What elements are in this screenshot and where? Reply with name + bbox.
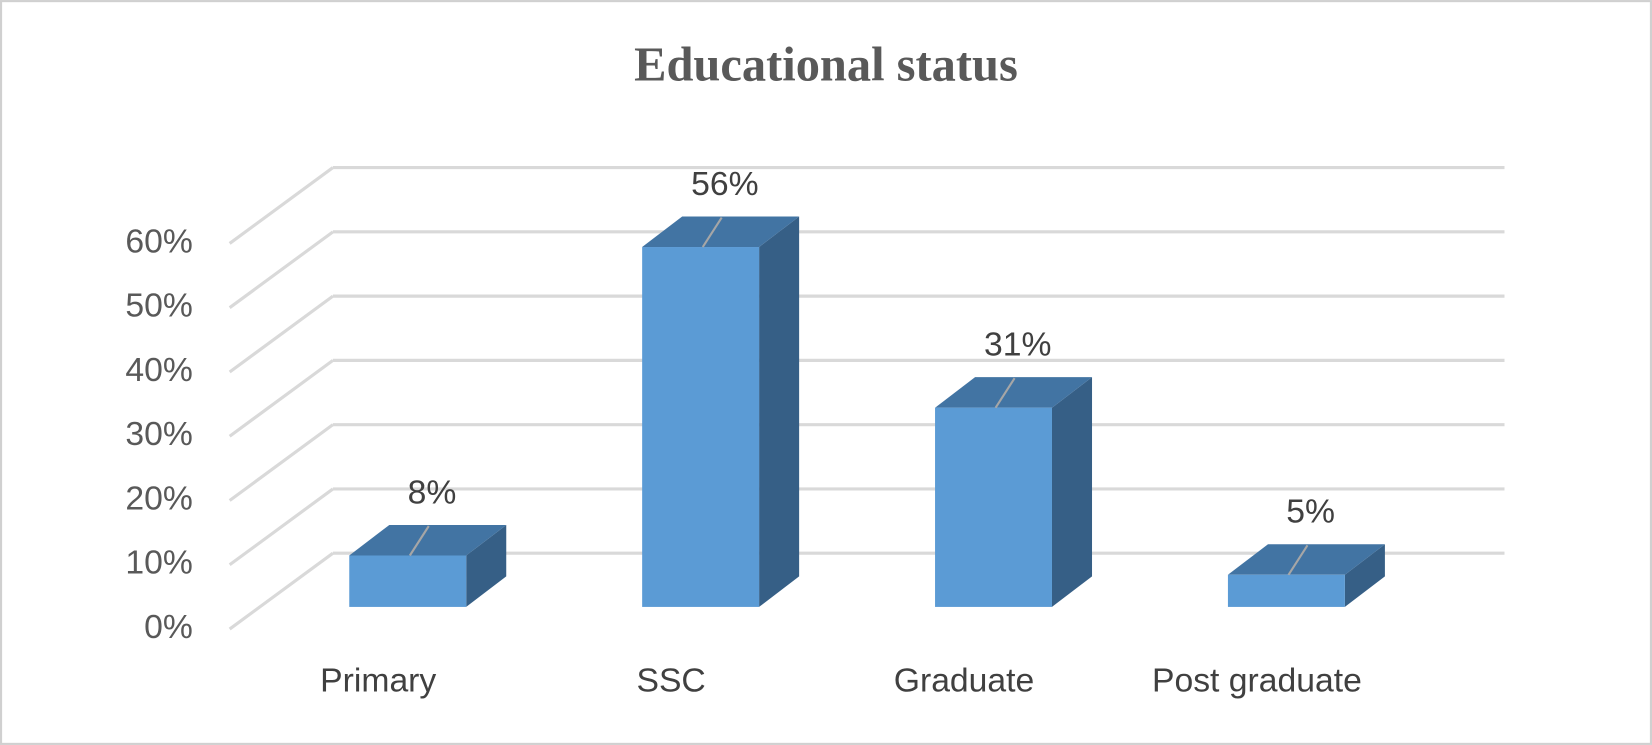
grid-line	[228, 423, 334, 502]
bar	[935, 407, 1052, 607]
grid-line	[228, 551, 334, 631]
y-tick-label: 10%	[125, 544, 192, 582]
bar	[642, 247, 760, 607]
bar-side	[466, 524, 507, 607]
grid-line	[228, 166, 334, 245]
x-tick-label: SSC	[636, 662, 705, 700]
bar-side	[1051, 377, 1093, 607]
x-tick-label: Graduate	[894, 662, 1035, 700]
grid-line	[228, 487, 334, 567]
x-tick-label: Post graduate	[1152, 662, 1362, 700]
y-tick-label: 50%	[125, 287, 192, 325]
bar-side	[759, 216, 800, 607]
chart-title: Educational status	[634, 39, 1018, 92]
x-tick-label: Primary	[320, 662, 436, 700]
leader-line	[1287, 544, 1309, 576]
bar-top	[935, 377, 1093, 408]
bar-top	[1227, 544, 1385, 575]
leader-line	[701, 216, 723, 248]
y-tick-label: 60%	[125, 222, 192, 260]
bar	[1227, 574, 1345, 607]
grid-line	[228, 294, 334, 374]
value-label: 8%	[408, 473, 457, 511]
grid-line	[228, 359, 334, 438]
y-tick-label: 30%	[125, 415, 192, 453]
y-tick-label: 0%	[144, 608, 193, 646]
bar-top	[349, 524, 507, 556]
grid-line	[228, 230, 334, 309]
leader-line	[408, 525, 430, 557]
value-label: 56%	[691, 165, 758, 203]
y-tick-label: 40%	[125, 351, 192, 389]
bar-side	[1344, 544, 1385, 607]
value-label: 5%	[1286, 493, 1335, 531]
bar	[349, 555, 467, 607]
leader-line	[994, 377, 1016, 409]
value-label: 31%	[984, 325, 1051, 363]
y-tick-label: 20%	[125, 479, 192, 517]
bar-top	[642, 216, 800, 248]
